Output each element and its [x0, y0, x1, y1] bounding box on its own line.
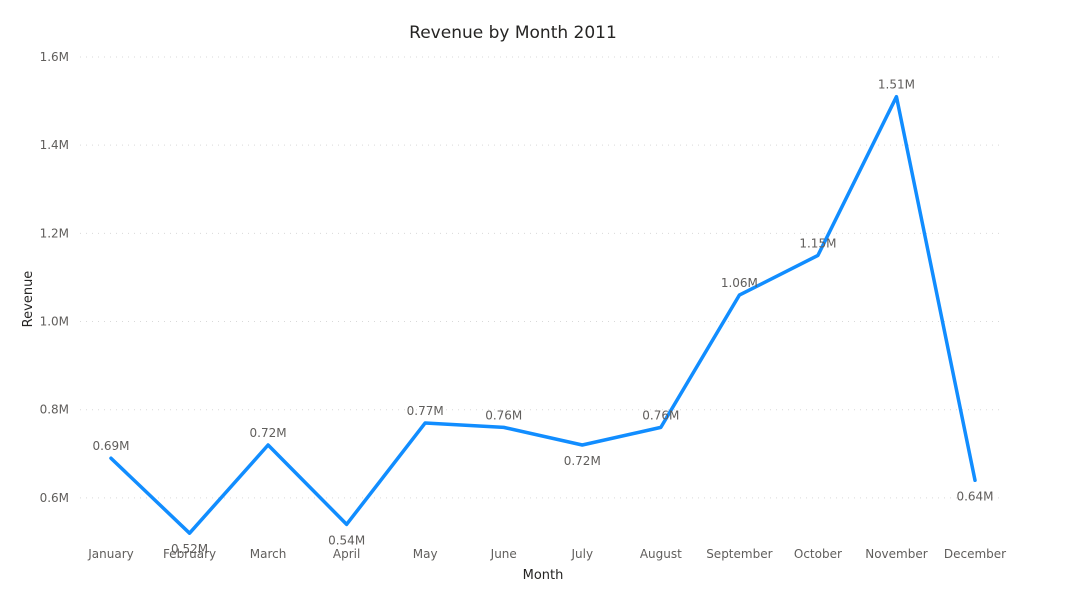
y-axis-title: Revenue	[21, 271, 36, 328]
x-tick-label: October	[794, 547, 842, 561]
x-tick-label: April	[333, 547, 360, 561]
data-label: 0.64M	[956, 489, 993, 503]
y-axis-ticks: 0.6M 0.8M 1.0M 1.2M 1.4M 1.6M	[40, 50, 69, 505]
x-tick-label: January	[87, 547, 134, 561]
y-tick-label: 1.6M	[40, 50, 69, 64]
data-label: 0.77M	[407, 404, 444, 418]
y-tick-label: 1.2M	[40, 226, 69, 240]
data-label: 0.52M	[171, 542, 208, 556]
x-tick-label: November	[865, 547, 927, 561]
x-axis-ticks: January February March April May June July Augu…	[87, 547, 1006, 561]
x-tick-label: December	[944, 547, 1006, 561]
series-layer	[109, 94, 977, 535]
x-tick-label: March	[250, 547, 287, 561]
x-tick-label: June	[490, 547, 517, 561]
gridlines	[80, 56, 1002, 499]
x-tick-label: August	[640, 547, 682, 561]
data-label: 1.51M	[878, 78, 915, 92]
data-label: 0.72M	[250, 426, 287, 440]
data-label: 1.06M	[721, 276, 758, 290]
y-tick-label: 1.4M	[40, 138, 69, 152]
x-tick-label: February	[163, 547, 216, 561]
y-tick-label: 0.8M	[40, 403, 69, 417]
x-tick-label: July	[570, 547, 593, 561]
data-label: 0.72M	[564, 454, 601, 468]
y-tick-label: 1.0M	[40, 315, 69, 329]
chart-title: Revenue by Month 2011	[409, 23, 617, 43]
data-label: 0.54M	[328, 533, 365, 547]
data-labels: 0.69M 0.52M 0.72M 0.54M 0.77M 0.76M 0.72M 0.76M…	[92, 78, 993, 557]
data-label: 1.15M	[799, 236, 836, 250]
data-label: 0.76M	[642, 408, 679, 422]
revenue-series-line	[109, 94, 977, 535]
x-axis-title: Month	[523, 568, 564, 583]
data-label: 0.76M	[485, 408, 522, 422]
x-tick-label: May	[413, 547, 438, 561]
y-tick-label: 0.6M	[40, 491, 69, 505]
data-label: 0.69M	[92, 439, 129, 453]
x-tick-label: September	[706, 547, 772, 561]
